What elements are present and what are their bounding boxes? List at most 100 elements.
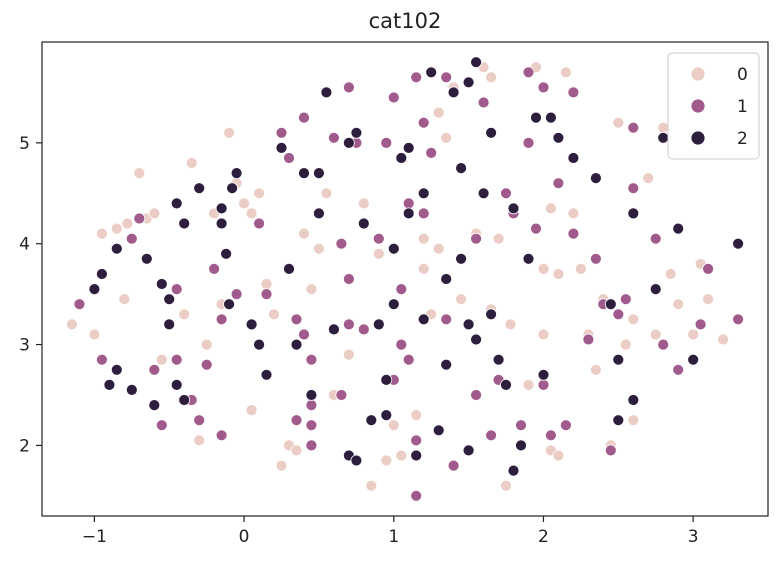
data-point-series-1 [515, 419, 527, 432]
data-point-series-0 [627, 414, 640, 427]
data-point-series-1 [342, 318, 355, 331]
data-point-series-0 [649, 328, 662, 341]
data-point-series-1 [425, 146, 438, 159]
data-point-series-1 [275, 126, 288, 139]
data-point-series-2 [485, 126, 498, 139]
data-point-series-2 [380, 409, 393, 422]
data-point-series-1 [560, 419, 572, 432]
data-point-series-0 [155, 353, 168, 366]
data-point-series-2 [649, 283, 662, 296]
data-point-series-2 [470, 333, 483, 346]
data-point-series-0 [193, 434, 206, 447]
data-point-series-2 [440, 273, 453, 285]
data-point-series-1 [298, 111, 310, 124]
data-point-series-2 [425, 66, 438, 79]
data-point-series-0 [312, 242, 325, 255]
data-point-series-1 [305, 353, 318, 366]
data-point-series-2 [215, 217, 228, 230]
data-point-series-2 [515, 439, 527, 452]
data-point-series-1 [133, 212, 146, 225]
data-point-series-2 [402, 207, 415, 220]
data-point-series-2 [342, 136, 355, 149]
data-point-series-0 [178, 308, 191, 321]
data-point-series-1 [335, 389, 348, 401]
data-point-series-2 [395, 152, 408, 164]
data-point-series-0 [185, 157, 198, 169]
data-point-series-1 [380, 136, 393, 149]
data-point-series-1 [537, 378, 550, 391]
data-point-series-2 [657, 131, 670, 144]
data-point-series-0 [268, 308, 280, 321]
data-point-series-1 [440, 71, 453, 84]
data-point-series-2 [260, 368, 273, 381]
data-point-series-2 [372, 318, 385, 331]
data-point-series-2 [226, 182, 239, 195]
legend-label-2: 2 [737, 129, 748, 149]
data-point-series-0 [245, 207, 258, 220]
data-point-series-1 [672, 363, 685, 376]
x-tick-label: −1 [82, 527, 107, 547]
data-point-series-1 [200, 358, 213, 371]
data-point-series-1 [417, 207, 430, 220]
data-point-series-2 [170, 378, 183, 391]
data-point-series-1 [298, 328, 310, 341]
data-point-series-2 [230, 167, 243, 180]
data-point-series-1 [619, 293, 632, 306]
data-point-series-2 [220, 247, 233, 260]
data-point-series-0 [410, 409, 423, 422]
data-point-series-0 [133, 167, 146, 180]
data-point-series-1 [96, 353, 108, 366]
data-point-series-1 [410, 434, 423, 447]
data-point-series-1 [357, 323, 370, 336]
data-point-series-0 [500, 479, 512, 492]
data-point-series-0 [432, 106, 445, 119]
data-point-series-2 [110, 242, 123, 255]
data-point-series-2 [298, 167, 310, 180]
legend: 0 1 2 [667, 52, 760, 160]
data-point-series-2 [485, 308, 498, 321]
data-point-series-1 [590, 252, 602, 265]
data-point-series-2 [447, 86, 460, 99]
data-point-series-1 [470, 232, 483, 245]
data-point-series-2 [462, 76, 475, 89]
data-point-series-2 [170, 197, 183, 210]
data-point-series-0 [702, 293, 714, 306]
data-point-series-2 [245, 318, 258, 331]
y-tick-label: 5 [19, 134, 30, 154]
data-point-series-0 [590, 363, 602, 376]
data-point-series-1 [290, 414, 303, 427]
data-point-series-0 [417, 232, 430, 245]
data-point-series-2 [432, 424, 445, 437]
y-axis: 2 3 4 5 [19, 134, 42, 456]
data-point-series-2 [125, 383, 138, 396]
data-point-series-1 [567, 86, 580, 99]
data-point-series-2 [552, 131, 565, 144]
data-point-series-1 [125, 232, 138, 245]
y-tick-label: 2 [19, 436, 30, 456]
data-point-series-2 [612, 414, 625, 427]
data-point-series-1 [522, 136, 535, 149]
data-point-series-1 [193, 414, 206, 427]
data-point-series-0 [260, 278, 273, 290]
data-point-series-0 [657, 121, 670, 134]
data-point-series-2 [440, 358, 453, 371]
data-point-series-2 [193, 182, 206, 195]
legend-label-1: 1 [737, 97, 748, 117]
data-point-series-2 [163, 293, 176, 306]
data-point-series-2 [627, 394, 640, 406]
data-point-series-2 [500, 378, 512, 391]
y-tick-label: 3 [19, 336, 30, 356]
data-point-series-0 [357, 197, 370, 210]
data-point-series-2 [522, 252, 535, 265]
data-point-series-2 [357, 217, 370, 230]
data-point-series-1 [335, 237, 348, 250]
data-point-series-2 [223, 298, 236, 311]
data-point-series-2 [305, 389, 318, 401]
data-point-series-0 [118, 293, 131, 306]
data-point-series-0 [417, 262, 430, 275]
data-point-series-0 [537, 262, 550, 275]
data-point-series-2 [96, 268, 108, 280]
data-point-series-1 [530, 222, 542, 235]
plot-frame [41, 41, 769, 517]
